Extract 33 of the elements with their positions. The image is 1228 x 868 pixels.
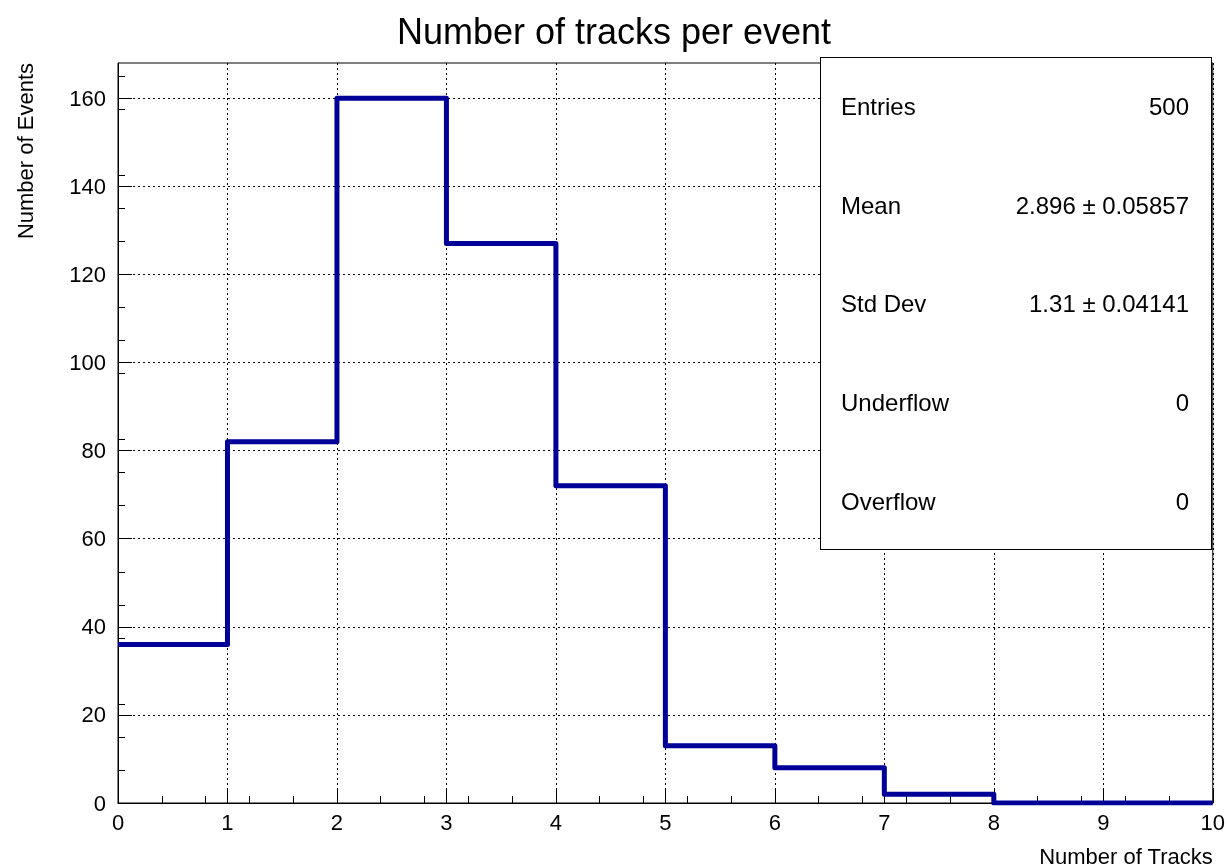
x-tick-label: 0 [111,809,125,835]
annotation: Mean [841,191,902,220]
x-tick-label: 10 [1200,809,1226,835]
x-tick-label: 1 [221,809,234,835]
y-tick-label: 160 [69,85,106,111]
chart-title: Number of tracks per event [396,10,832,52]
y-tick-label: 140 [69,173,106,199]
y-tick-label: 80 [81,438,106,464]
y-tick-label: 60 [81,526,106,552]
y-tick-label: 0 [93,790,106,816]
annotation: Std Dev [841,290,927,319]
annotation: 0 [1175,487,1189,516]
x-tick-label: 4 [549,809,563,835]
x-axis-title: Number of Tracks [1039,843,1213,868]
annotation: Entries [841,93,916,122]
y-tick-label: 40 [81,614,106,640]
y-tick-label: 20 [81,702,106,728]
x-tick-label: 2 [330,809,344,835]
y-tick-label: 120 [69,261,106,287]
x-tick-label: 6 [768,809,781,835]
x-tick-label: 3 [440,809,453,835]
x-tick-label: 7 [878,809,891,835]
annotation: Overflow [841,487,936,516]
x-tick-label: 9 [1097,809,1110,835]
annotation: Underflow [841,389,950,418]
y-axis-title: Number of Events [12,63,38,240]
annotation: 0 [1175,389,1189,418]
x-tick-label: 8 [987,809,1000,835]
annotation: 500 [1148,93,1189,122]
annotation: 2.896 ± 0.05857 [1015,191,1189,220]
annotation: 1.31 ± 0.04141 [1029,290,1189,319]
y-tick-label: 100 [69,350,106,376]
x-tick-label: 5 [659,809,672,835]
